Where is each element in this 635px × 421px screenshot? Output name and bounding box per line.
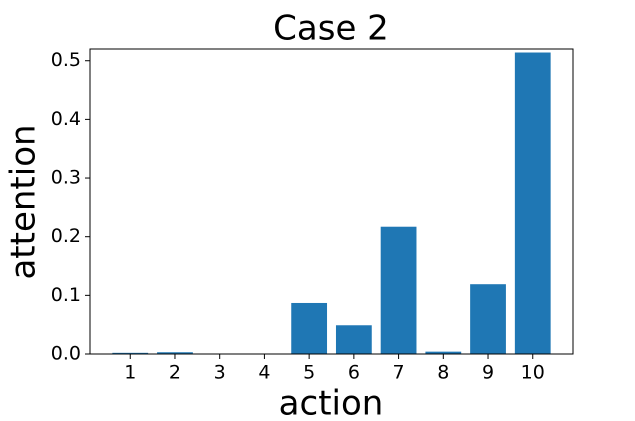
y-axis-label: attention xyxy=(4,124,44,279)
x-tick-label: 4 xyxy=(258,362,270,384)
x-tick-label: 9 xyxy=(482,362,494,384)
chart-title: Case 2 xyxy=(273,9,389,49)
x-tick-label: 2 xyxy=(169,362,181,384)
x-tick-label: 6 xyxy=(348,362,360,384)
y-tick-label: 0.2 xyxy=(51,225,81,247)
bar xyxy=(425,351,462,354)
x-tick-label: 7 xyxy=(393,362,405,384)
x-tick-label: 10 xyxy=(521,362,545,384)
bar xyxy=(514,52,551,355)
y-tick-label: 0.5 xyxy=(51,49,81,71)
bar xyxy=(112,352,149,354)
x-tick-label: 8 xyxy=(437,362,449,384)
plot-frame xyxy=(89,48,574,355)
bar xyxy=(335,325,372,354)
x-tick-label: 5 xyxy=(303,362,315,384)
y-tick-label: 0.3 xyxy=(51,167,81,189)
bar xyxy=(470,284,506,354)
x-axis-label: action xyxy=(279,384,384,421)
bar xyxy=(291,302,328,354)
x-tick-label: 3 xyxy=(214,362,226,384)
y-tick-label: 0.0 xyxy=(51,343,81,365)
x-tick-label: 1 xyxy=(124,362,136,384)
y-tick-label: 0.4 xyxy=(51,108,81,130)
bar xyxy=(380,226,417,354)
y-tick-label: 0.1 xyxy=(51,284,81,306)
bar xyxy=(157,352,193,354)
